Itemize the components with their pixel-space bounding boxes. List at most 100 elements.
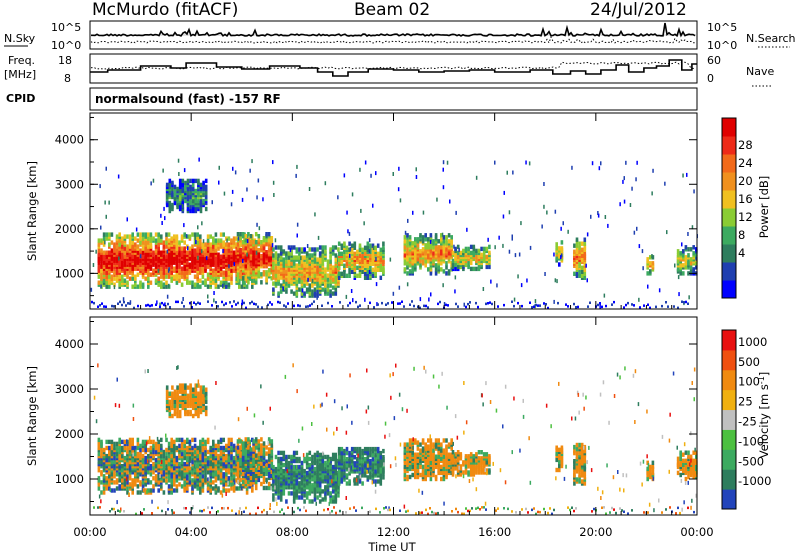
heatmap-cell [199,238,202,242]
heatmap-cell [207,295,209,299]
heatmap-cell [245,455,248,459]
heatmap-cell [494,245,496,249]
heatmap-cell [288,455,291,459]
heatmap-cell [111,275,114,279]
heatmap-cell [327,287,330,291]
heatmap-cell [319,259,322,263]
heatmap-cell [176,410,179,414]
heatmap-cell [364,298,366,302]
heatmap-cell [182,183,185,187]
heatmap-cell [359,272,362,276]
heatmap-cell [477,306,479,309]
heatmap-cell [225,302,227,305]
heatmap-cell [445,241,448,245]
heatmap-cell [199,234,202,238]
heatmap-cell [271,439,274,443]
heatmap-cell [222,446,225,450]
heatmap-cell [422,247,425,251]
heatmap-cell [576,266,579,270]
heatmap-cell [475,259,478,263]
heatmap-cell [613,301,615,304]
heatmap-cell [147,232,150,236]
heatmap-cell [558,262,561,266]
heatmap-cell [309,485,312,489]
heatmap-cell [351,244,354,248]
heatmap-cell [488,265,491,269]
heatmap-cell [322,497,325,501]
heatmap-cell [332,245,335,249]
heatmap-cell [302,289,304,293]
heatmap-cell [178,246,181,250]
heatmap-cell [309,499,312,503]
heatmap-cell [443,160,445,164]
heatmap-cell [204,452,207,456]
heatmap-cell [605,215,607,219]
heatmap-cell [98,460,101,464]
heatmap-cell [103,271,106,275]
heatmap-cell [283,491,286,495]
heatmap-cell [131,285,134,289]
heatmap-cell [407,219,409,223]
heatmap-cell [283,249,286,253]
power-ylabel: Slant Range [km] [25,161,39,261]
heatmap-cell [261,306,263,309]
heatmap-cell [346,274,349,278]
heatmap-cell [181,271,184,275]
heatmap-cell [168,478,171,482]
heatmap-cell [561,246,564,250]
heatmap-cell [207,438,210,442]
heatmap-cell [235,486,238,490]
heatmap-cell [189,205,192,209]
heatmap-cell [137,238,140,242]
heatmap-cell [578,242,581,246]
heatmap-cell [285,281,288,285]
heatmap-cell [427,237,430,241]
heatmap-cell [265,264,268,268]
heatmap-cell [200,199,203,203]
heatmap-cell [268,268,271,272]
heatmap-cell [297,223,299,227]
heatmap-cell [280,451,283,455]
heatmap-cell [380,248,383,252]
heatmap-cell [265,276,268,280]
heatmap-cell [134,275,137,279]
heatmap-cell [563,221,565,225]
heatmap-cell [165,466,168,470]
heatmap-cell [195,207,198,211]
heatmap-cell [186,456,189,460]
heatmap-cell [252,474,255,478]
heatmap-cell [435,271,438,275]
heatmap-cell [114,285,116,289]
heatmap-cell [163,478,166,482]
heatmap-cell [285,251,288,255]
heatmap-cell [555,278,557,282]
heatmap-cell [404,267,407,271]
heatmap-cell [137,244,140,248]
heatmap-cell [100,450,103,454]
heatmap-cell [203,239,205,243]
nave-tick-high: 60 [707,54,721,67]
heatmap-cell [277,265,280,269]
heatmap-cell [268,232,271,236]
heatmap-cell [306,287,309,291]
heatmap-cell [228,442,231,446]
heatmap-cell [258,439,261,443]
heatmap-cell [228,277,231,281]
heatmap-cell [443,239,446,243]
heatmap-cell [230,486,233,490]
heatmap-cell [311,465,314,469]
heatmap-cell [150,242,153,246]
heatmap-cell [692,267,695,271]
heatmap-cell [687,232,689,236]
heatmap-cell [661,305,663,308]
heatmap-cell [475,249,478,253]
heatmap-cell [303,247,306,251]
heatmap-cell [108,261,111,265]
heatmap-cell [176,488,179,492]
heatmap-cell [443,168,445,172]
heatmap-cell [478,249,481,253]
heatmap-cell [327,302,329,305]
heatmap-cell [230,238,233,242]
heatmap-cell [142,246,145,250]
